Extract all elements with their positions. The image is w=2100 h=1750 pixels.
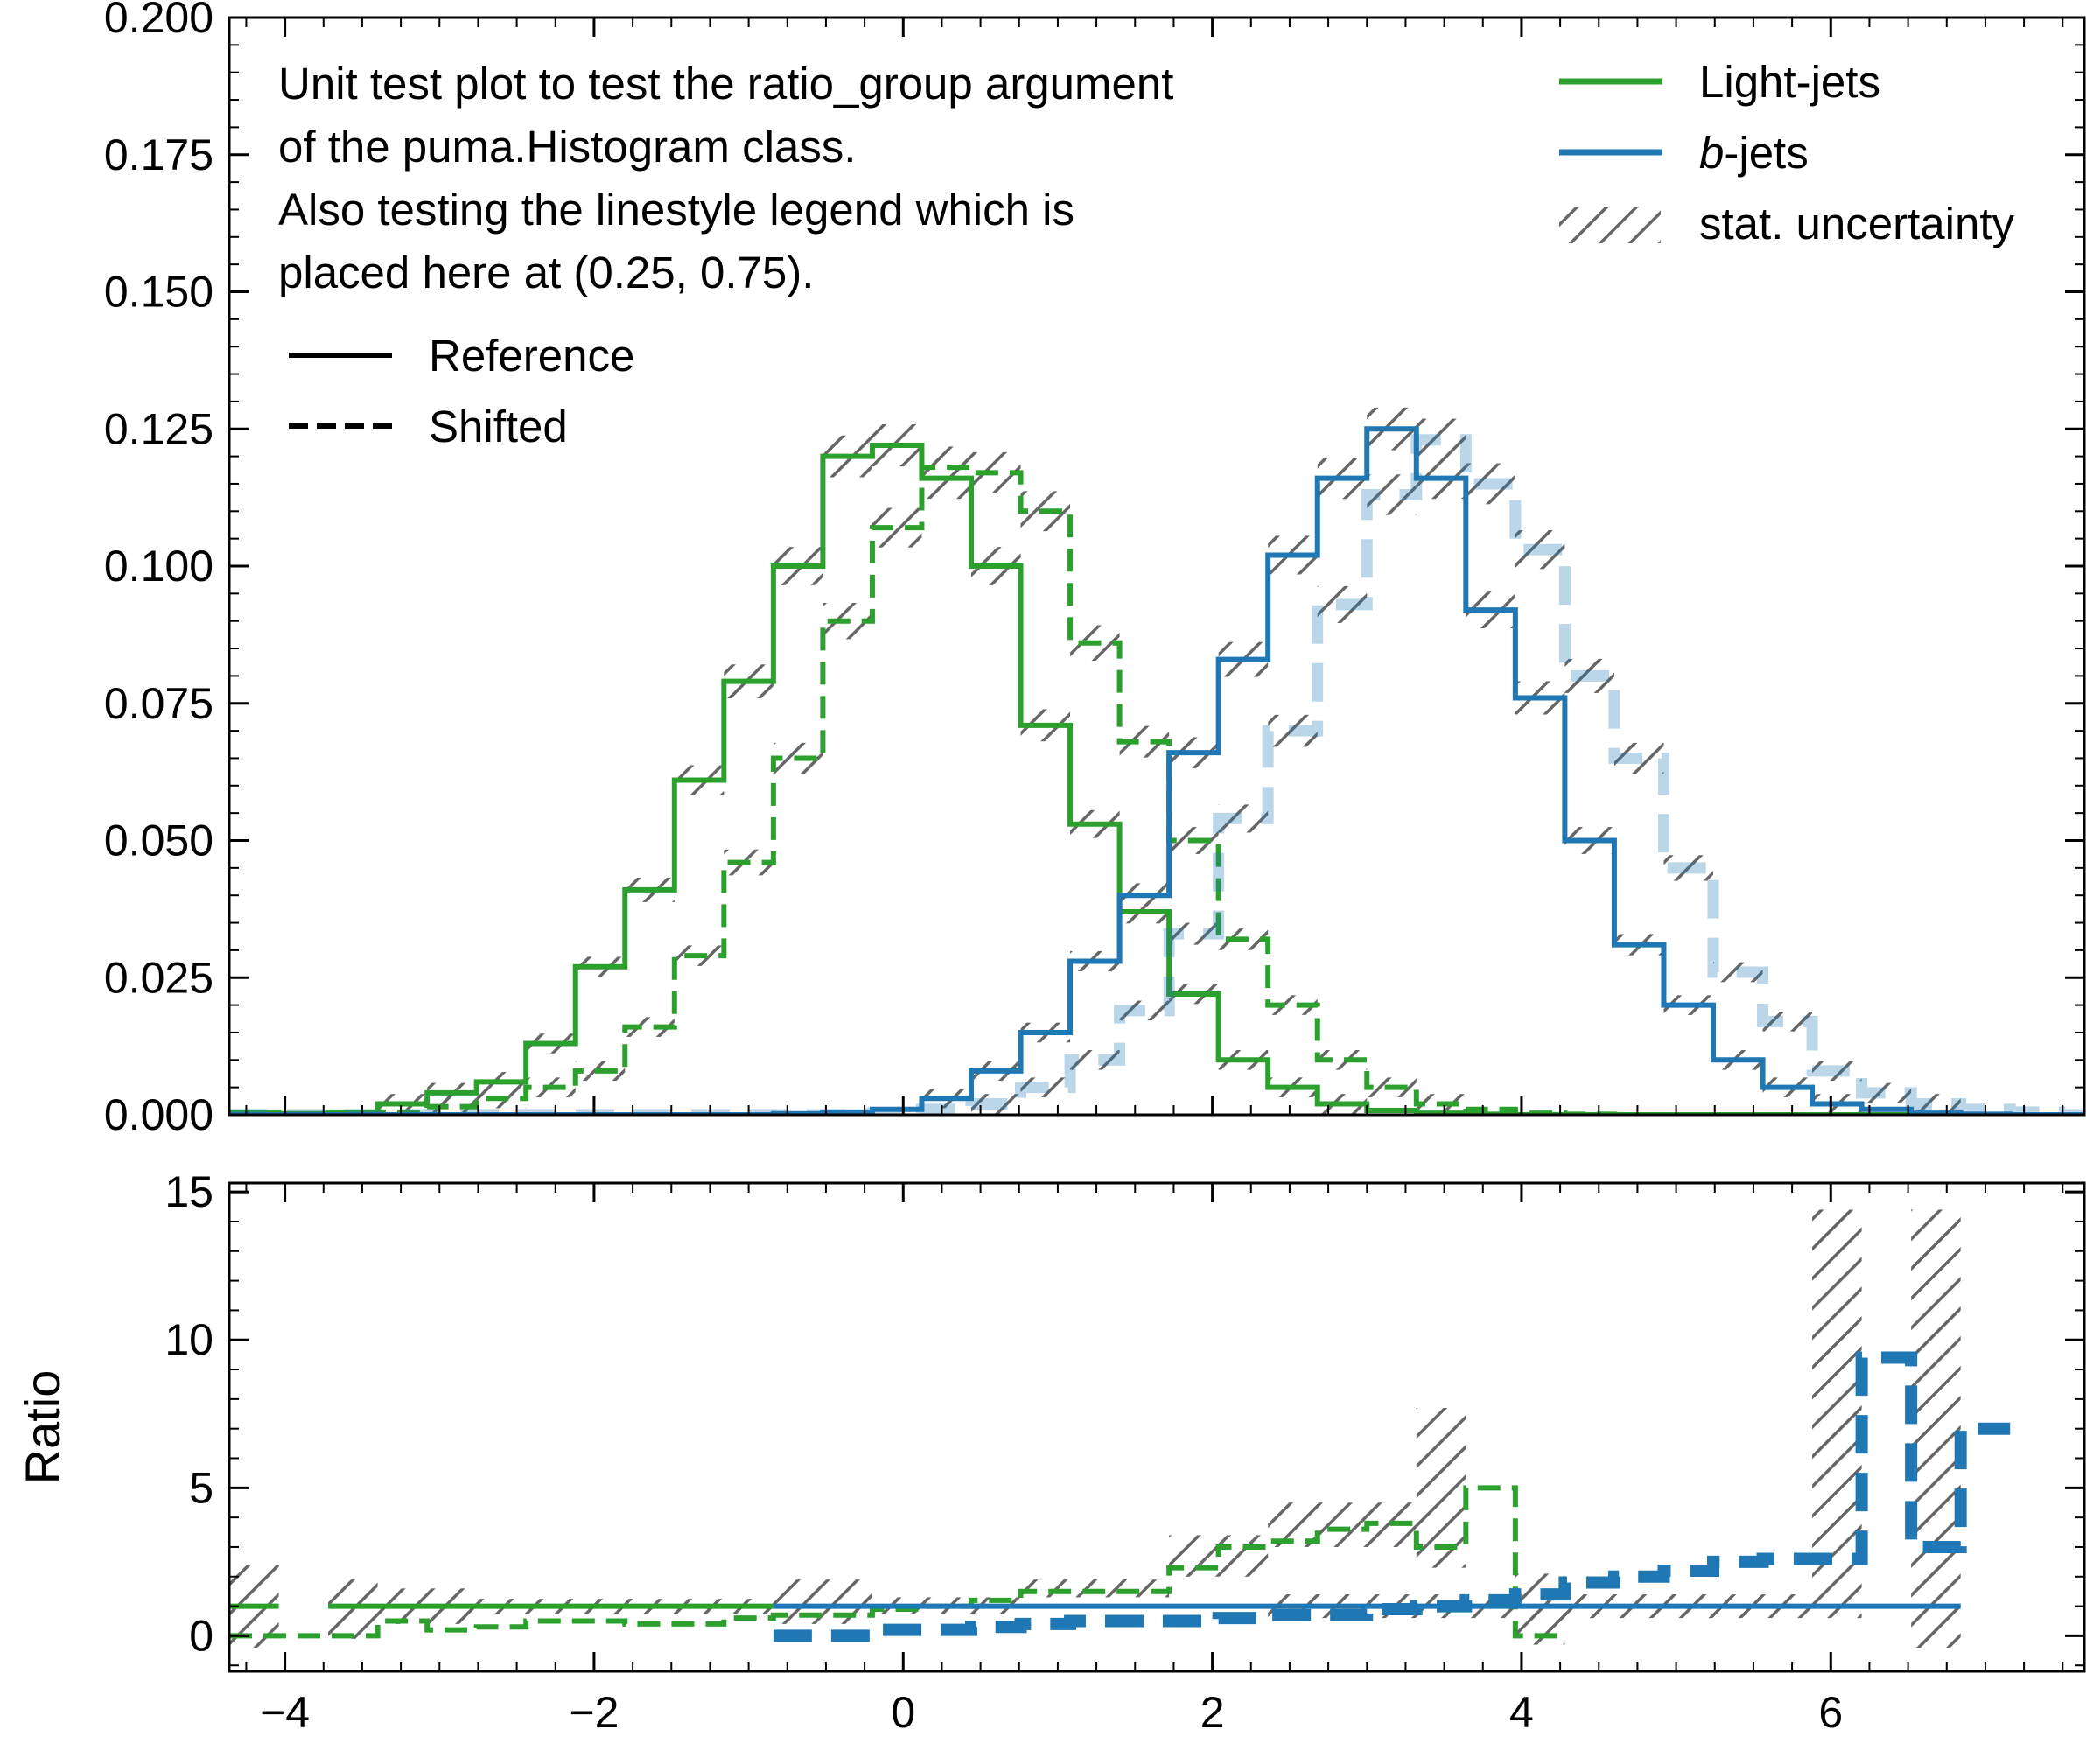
main-uncertainty-band — [1812, 1060, 1862, 1082]
histogram-b-jets-dashed — [229, 434, 2084, 1115]
x-tick-label: 4 — [1509, 1688, 1534, 1737]
info-note: Unit test plot to test the ratio_group a… — [278, 59, 1173, 298]
note-line-3: Also testing the linestyle legend which … — [278, 185, 1074, 234]
x-tick-label: 6 — [1818, 1688, 1843, 1737]
main-y-tick-label: 0.025 — [104, 953, 214, 1002]
main-uncertainty-band — [1515, 530, 1565, 570]
ratio-uncertainty-band — [1416, 1408, 1466, 1568]
main-uncertainty-band — [1268, 995, 1318, 1015]
ratio-x-axis: −4 −2 0 2 4 6 — [245, 1183, 2064, 1737]
ratio-y-tick-label: 5 — [189, 1463, 214, 1512]
ratio-y-axis-label: Ratio — [15, 1370, 70, 1485]
main-uncertainty-band — [1713, 962, 1763, 983]
note-line-1: Unit test plot to test the ratio_group a… — [278, 59, 1173, 108]
x-tick-label: −4 — [260, 1688, 310, 1737]
main-uncertainty-band — [1317, 585, 1368, 623]
main-uncertainty-band — [1614, 742, 1664, 774]
main-axes-frame — [228, 16, 2086, 1116]
main-uncertainty-band — [625, 1017, 675, 1037]
ratio-b-jets-shifted — [773, 1351, 2011, 1642]
histogram-b-jets-solid — [229, 426, 2084, 1115]
x-tick-label: 0 — [891, 1688, 915, 1737]
ratio-uncertainty-band — [1020, 1579, 1170, 1598]
main-uncertainty-band — [1268, 714, 1318, 747]
histogram-light-jets-solid — [229, 443, 2084, 1115]
main-y-tick-label: 0.200 — [104, 0, 214, 42]
ratio-y-axis: 0 5 10 15 — [164, 1167, 2084, 1667]
main-uncertainty-band — [1020, 1077, 1071, 1097]
ratio-y-tick-label: 0 — [189, 1611, 214, 1660]
main-uncertainty-band — [1218, 804, 1269, 833]
ratio-uncertainty-hatch — [229, 1209, 1961, 1648]
ratio-y-tick-label: 10 — [164, 1315, 214, 1364]
main-uncertainty-band — [1367, 474, 1417, 515]
ratio-y-tick-label: 15 — [164, 1167, 214, 1216]
main-y-tick-label: 0.150 — [104, 268, 214, 317]
legend-stat-uncertainty-hatch-icon — [1559, 206, 1661, 243]
ratio-uncertainty-band — [1911, 1209, 1961, 1648]
ratio-panel: 0 5 10 15 −4 −2 0 2 4 6 Ratio — [15, 1167, 2086, 1737]
main-y-tick-label: 0.175 — [104, 130, 214, 179]
linestyle-legend: Reference Shifted — [289, 331, 634, 452]
main-y-axis: 0.000 0.025 0.050 0.075 0.100 0.125 0.150 0.175… — [104, 0, 2084, 1139]
main-uncertainty-band — [1466, 463, 1516, 505]
main-uncertainty-band — [1861, 1082, 1912, 1103]
main-uncertainty-band — [1317, 1050, 1368, 1070]
legend-stat-uncertainty-label: stat. uncertainty — [1699, 199, 2015, 248]
main-y-tick-label: 0.100 — [104, 542, 214, 591]
main-uncertainty-band — [1564, 658, 1614, 693]
main-y-tick-label: 0.000 — [104, 1090, 214, 1139]
ratio-lines — [229, 1351, 2011, 1642]
ratio-uncertainty-band — [773, 1579, 872, 1624]
main-uncertainty-band — [1663, 855, 1713, 881]
main-uncertainty-band — [1169, 922, 1219, 945]
x-tick-label: 2 — [1200, 1688, 1225, 1737]
note-line-2: of the puma.Histogram class. — [278, 122, 856, 172]
ratio-axes-frame — [228, 1181, 2086, 1673]
ratio-uncertainty-band — [328, 1579, 378, 1639]
legend-b-jets-label: b-jets — [1699, 128, 1809, 178]
main-y-tick-label: 0.050 — [104, 816, 214, 865]
main-uncertainty-band — [1070, 1050, 1120, 1070]
ratio-uncertainty-band — [1812, 1209, 1862, 1619]
legend-shifted-label: Shifted — [429, 402, 568, 452]
main-uncertainty-band — [1119, 1000, 1170, 1021]
main-uncertainty-band — [1416, 418, 1466, 461]
flavour-legend: Light-jets b-jets stat. uncertainty — [1559, 57, 2015, 248]
main-x-ticks — [245, 18, 2064, 1115]
main-histogram-panel: 0.000 0.025 0.050 0.075 0.100 0.125 0.150 0.175… — [104, 0, 2086, 1139]
main-y-tick-label: 0.075 — [104, 679, 214, 728]
main-uncertainty-band — [971, 1094, 1021, 1114]
main-uncertainty-band — [1762, 1012, 1813, 1032]
main-uncertainty-band — [1911, 1094, 1961, 1114]
main-y-tick-label: 0.125 — [104, 404, 214, 453]
legend-reference-label: Reference — [429, 331, 634, 381]
legend-light-jets-label: Light-jets — [1699, 57, 1880, 107]
x-tick-label: −2 — [569, 1688, 619, 1737]
note-line-4: placed here at (0.25, 0.75). — [278, 248, 814, 298]
